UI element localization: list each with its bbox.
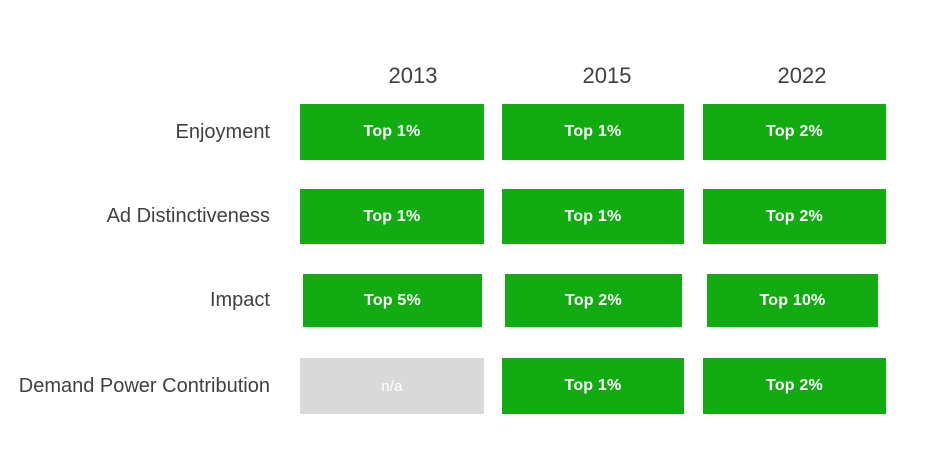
row-label-ad-distinctiveness: Ad Distinctiveness	[106, 205, 270, 227]
matrix-cell: Top 1%	[502, 104, 684, 160]
matrix-cell-na: n/a	[300, 358, 484, 414]
column-header-2022: 2022	[777, 63, 827, 88]
column-header-2015: 2015	[582, 63, 632, 88]
matrix-cell: Top 1%	[502, 189, 684, 244]
row-label-demand-power-contribution: Demand Power Contribution	[18, 374, 270, 397]
column-header-2013: 2013	[388, 63, 438, 88]
row-label-enjoyment: Enjoyment	[175, 120, 271, 143]
matrix-cell: Top 2%	[703, 104, 886, 160]
matrix-cell: Top 1%	[300, 189, 484, 244]
matrix-cell: Top 10%	[707, 274, 878, 327]
matrix-cell: Top 1%	[502, 358, 684, 414]
matrix-cell: Top 1%	[300, 104, 484, 160]
matrix-cell: Top 2%	[703, 189, 886, 244]
row-label-impact: Impact	[209, 289, 270, 311]
matrix-cell: Top 2%	[505, 274, 682, 327]
matrix-cell: Top 5%	[303, 274, 482, 327]
matrix-cell: Top 2%	[703, 358, 886, 414]
